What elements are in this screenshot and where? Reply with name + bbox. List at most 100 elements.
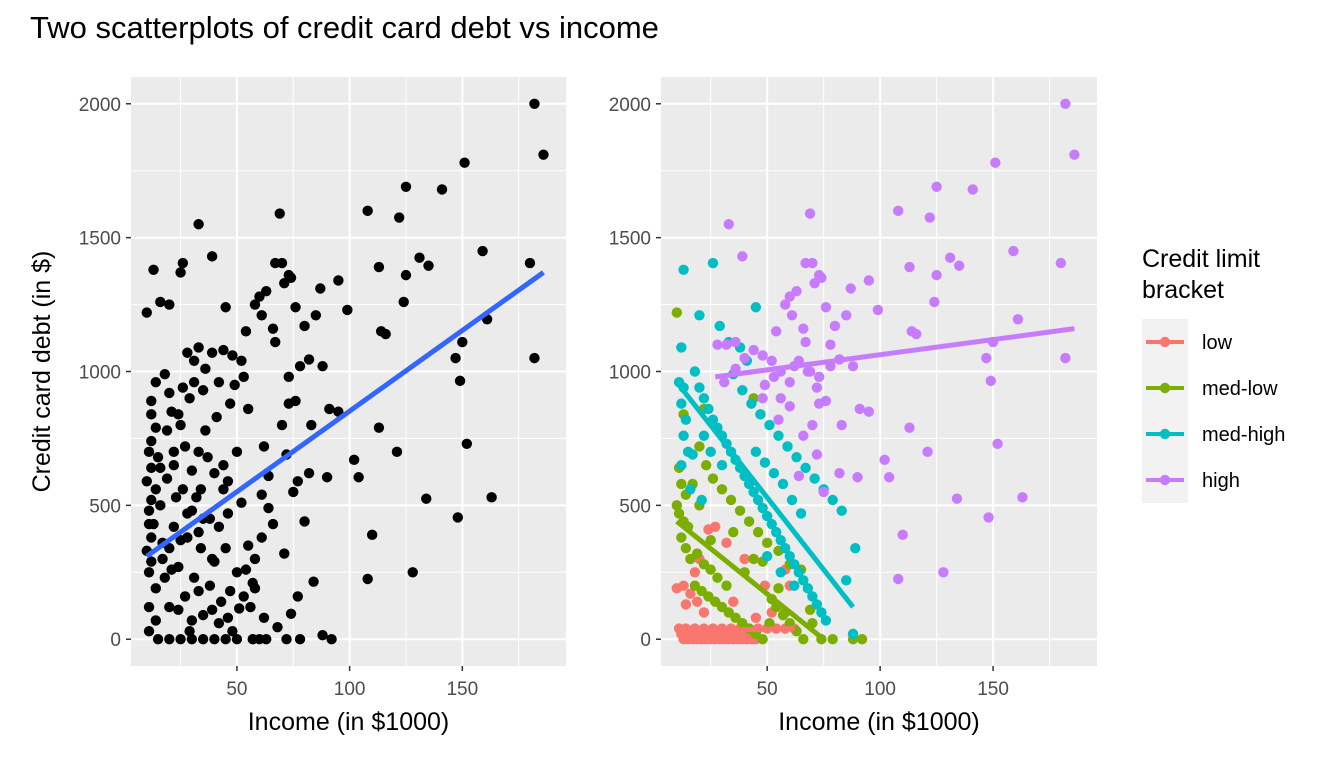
data-point-med-high	[748, 486, 759, 498]
data-point	[421, 493, 432, 504]
legend-key-point-med-low	[1159, 382, 1171, 394]
data-point	[211, 411, 222, 423]
data-point	[249, 299, 261, 310]
data-point-high	[931, 269, 942, 281]
data-point	[197, 634, 209, 645]
legend-label-med-low: med-low	[1202, 378, 1278, 400]
data-point	[186, 615, 198, 626]
data-point-high	[786, 310, 798, 321]
data-point	[209, 556, 220, 567]
data-point-med-low	[725, 494, 737, 506]
data-point-high	[879, 454, 890, 466]
data-point	[394, 212, 405, 223]
data-point	[285, 608, 297, 619]
data-point-med-low	[773, 583, 784, 594]
data-point-high	[1012, 314, 1024, 325]
data-point	[324, 403, 335, 415]
data-point	[143, 601, 155, 613]
data-point	[321, 472, 333, 483]
data-point	[281, 634, 292, 645]
x-tick-label: 100	[864, 679, 896, 700]
data-point-med-high	[800, 462, 811, 474]
data-point	[256, 310, 267, 321]
data-point	[204, 580, 216, 591]
data-point	[315, 283, 326, 294]
data-point-med-high	[698, 393, 710, 404]
data-point	[256, 532, 267, 543]
data-point-med-high	[694, 382, 705, 393]
data-point-med-high	[827, 494, 838, 506]
data-point-high	[922, 446, 933, 458]
data-point	[299, 320, 310, 332]
data-point	[276, 419, 288, 431]
data-point	[310, 310, 322, 321]
data-point-high	[773, 414, 784, 425]
data-point-med-high	[737, 385, 748, 396]
data-point-high	[836, 419, 847, 431]
data-point	[150, 377, 161, 388]
data-point-med-high	[784, 551, 795, 562]
data-point	[224, 398, 236, 409]
data-point	[373, 422, 385, 433]
data-point-med-high	[680, 414, 692, 425]
data-point	[231, 446, 243, 458]
data-point	[249, 583, 261, 594]
data-point	[193, 585, 204, 597]
data-point	[238, 591, 249, 602]
data-point-med-low	[734, 505, 746, 516]
data-point	[195, 543, 207, 554]
data-point-med-high	[755, 409, 766, 420]
data-point	[186, 465, 198, 476]
data-point	[186, 634, 198, 645]
data-point-high	[1060, 98, 1071, 109]
data-point	[213, 617, 225, 629]
data-point-high	[944, 252, 956, 263]
data-point	[206, 347, 218, 358]
data-point-high	[893, 205, 904, 217]
data-point-high	[1017, 492, 1028, 503]
y-tick-label: 2000	[609, 95, 651, 116]
data-point	[538, 149, 549, 160]
y-tick-label: 1500	[609, 229, 651, 250]
data-point	[373, 261, 385, 273]
data-point-med-low	[691, 548, 703, 559]
data-point	[222, 508, 234, 519]
data-point-high	[893, 573, 904, 585]
data-point	[159, 368, 171, 380]
fit-line-high	[714, 326, 1075, 380]
data-point	[270, 336, 281, 348]
data-point-med-low	[798, 634, 809, 645]
data-point-med-high	[780, 543, 791, 554]
data-point	[306, 419, 317, 431]
data-point-med-high	[689, 366, 701, 377]
data-point	[218, 344, 229, 356]
data-point	[342, 304, 353, 316]
data-point-med-high	[775, 534, 786, 546]
data-point-high	[800, 336, 811, 348]
data-point	[146, 462, 157, 474]
data-point	[243, 540, 254, 551]
data-point	[179, 441, 191, 452]
data-point-high	[759, 379, 771, 391]
data-point	[173, 409, 184, 420]
data-point	[529, 352, 540, 364]
data-point	[303, 468, 315, 479]
data-point	[143, 446, 155, 458]
fit-line-med-low	[675, 519, 826, 642]
data-point	[279, 548, 290, 559]
data-point	[197, 609, 209, 621]
data-point	[168, 460, 180, 471]
data-point	[353, 472, 364, 483]
data-point	[193, 342, 204, 353]
data-point	[236, 355, 247, 366]
data-point	[258, 441, 270, 452]
data-point	[175, 419, 186, 431]
data-point	[292, 591, 303, 602]
data-point	[148, 518, 159, 530]
y-axis-title: Credit card debt (in $)	[28, 251, 56, 493]
data-point-high	[845, 283, 856, 294]
data-point-med-high	[768, 468, 780, 479]
data-point-low	[689, 567, 701, 578]
